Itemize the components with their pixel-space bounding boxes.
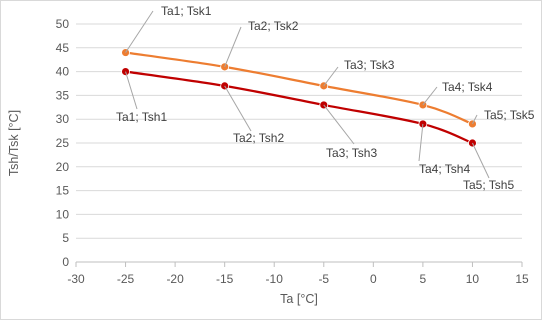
y-tick-label: 15 (56, 184, 70, 198)
x-tick-label: 10 (466, 272, 480, 286)
data-label: Ta5; Tsk5 (484, 108, 535, 122)
x-axis-title: Ta [°C] (280, 292, 318, 306)
data-label: Ta1; Tsh1 (116, 110, 167, 124)
x-tick-label: 5 (420, 272, 427, 286)
series-group (121, 48, 477, 148)
label-leader-line (224, 85, 252, 132)
x-tick-label: -5 (318, 272, 329, 286)
x-tick-label: -25 (117, 272, 135, 286)
y-tick-label: 25 (56, 136, 70, 150)
label-leader-line (323, 104, 355, 145)
data-label: Ta2; Tsh2 (233, 131, 284, 145)
data-label: Ta5; Tsh5 (463, 178, 514, 192)
label-leader-line (471, 142, 490, 179)
x-tick-label: 0 (370, 272, 377, 286)
line-chart: 0 5 10 15 20 25 30 35 40 45 50 -30 -25 -20 -15 -10 -5 0 5 1… (7, 4, 535, 306)
label-leader-line (422, 86, 438, 106)
y-tick-label: 20 (56, 160, 70, 174)
gridlines (76, 23, 522, 239)
series-line (125, 70, 473, 145)
y-tick-label: 0 (62, 255, 69, 269)
y-axis-title: Tsh/Tsk [°C] (7, 110, 21, 176)
y-tick-label: 30 (56, 112, 70, 126)
y-tick-label: 5 (62, 231, 69, 245)
x-tick-label: 15 (515, 272, 529, 286)
label-leader-line (471, 114, 478, 125)
data-label: Ta4; Tsk4 (442, 80, 493, 94)
x-tick-label: -15 (216, 272, 234, 286)
y-tick-label: 40 (56, 65, 70, 79)
data-label: Ta3; Tsk3 (344, 58, 395, 72)
y-tick-label: 35 (56, 88, 70, 102)
label-leader-line (125, 71, 138, 110)
label-leader-line (125, 10, 154, 53)
data-label: Ta3; Tsh3 (326, 146, 377, 160)
label-leader-line (224, 26, 242, 68)
x-tick-label: -20 (166, 272, 184, 286)
data-label: Ta1; Tsk1 (161, 4, 212, 18)
x-tick-label: -10 (266, 272, 284, 286)
label-leader-line (323, 66, 339, 87)
y-tick-label: 10 (56, 207, 70, 221)
axes: 0 5 10 15 20 25 30 35 40 45 50 -30 -25 -20 -15 -10 -5 0 5 1… (56, 17, 529, 286)
label-leader-line (418, 123, 424, 162)
data-labels: Ta1; Tsk1 Ta2; Tsk2 Ta3; Tsk3 Ta4; Tsk4 Ta5;… (116, 4, 535, 192)
data-label: Ta2; Tsk2 (248, 19, 299, 33)
y-tick-label: 45 (56, 41, 70, 55)
series-line (125, 51, 473, 126)
y-tick-label: 50 (56, 17, 70, 31)
x-tick-label: -30 (67, 272, 85, 286)
data-label: Ta4; Tsh4 (419, 162, 470, 176)
